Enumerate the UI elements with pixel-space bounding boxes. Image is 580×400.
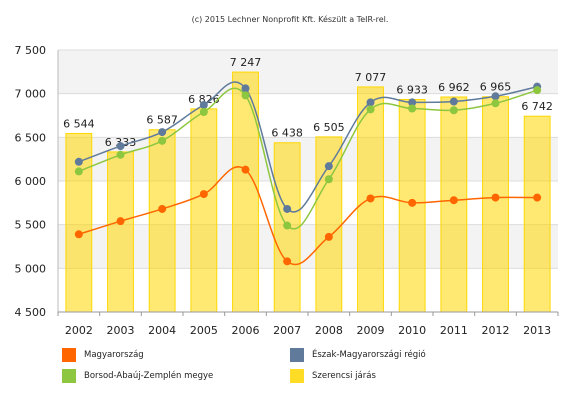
point-eszak-magyarorszagi-regio[interactable] [74,157,83,166]
y-tick-label: 5 000 [15,262,47,275]
point-borsod-abauj-zemplen[interactable] [158,136,167,145]
bar-value-label: 7 077 [355,71,387,84]
x-tick-label: 2006 [232,324,260,337]
x-tick-label: 2009 [357,324,385,337]
bar[interactable] [148,129,176,313]
point-borsod-abauj-zemplen[interactable] [408,104,417,113]
bar-value-label: 6 438 [271,127,303,140]
point-borsod-abauj-zemplen[interactable] [533,86,542,95]
point-borsod-abauj-zemplen[interactable] [449,106,458,115]
point-eszak-magyarorszagi-regio[interactable] [324,162,333,171]
legend-label: Szerencsi járás [312,371,376,381]
y-tick-label: 5 500 [15,219,47,232]
point-eszak-magyarorszagi-regio[interactable] [116,142,125,151]
point-magyarorszag[interactable] [74,230,83,239]
point-borsod-abauj-zemplen[interactable] [366,105,375,114]
point-magyarorszag[interactable] [366,194,375,203]
legend-item-eszak-magyarorszagi-regio[interactable]: Észak-Magyarországi régió [290,348,426,362]
point-eszak-magyarorszagi-regio[interactable] [366,98,375,107]
x-tick-label: 2011 [440,324,468,337]
point-magyarorszag[interactable] [241,165,250,174]
x-tick-label: 2008 [315,324,343,337]
point-eszak-magyarorszagi-regio[interactable] [199,101,208,110]
x-tick-label: 2002 [65,324,93,337]
y-tick-label: 6 000 [15,175,47,188]
chart-title: (c) 2015 Lechner Nonprofit Kft. Készült … [192,14,389,24]
x-tick-label: 2003 [107,324,135,337]
y-tick-label: 7 000 [15,88,47,101]
point-eszak-magyarorszagi-regio[interactable] [408,98,417,107]
point-borsod-abauj-zemplen[interactable] [324,175,333,184]
point-magyarorszag[interactable] [408,198,417,207]
legend-swatch [290,348,304,362]
bar[interactable] [107,151,134,313]
bar-value-label: 6 933 [396,84,428,97]
bar-value-label: 6 965 [480,81,512,94]
x-tick-labels: 2002 2003 2004 2005 2006 2007 2008 2009 2010 2011… [65,324,551,337]
legend-label: Észak-Magyarországi régió [312,350,426,360]
point-eszak-magyarorszagi-regio[interactable] [283,204,292,213]
x-tick-label: 2004 [148,324,176,337]
y-tick-label: 7 500 [15,44,47,57]
point-magyarorszag[interactable] [533,193,542,202]
y-tick-labels: 4 500 5 000 5 500 6 000 6 500 7 000 7 500 [15,44,47,319]
bar[interactable] [440,96,468,313]
y-tick-label: 6 500 [15,131,47,144]
point-magyarorszag[interactable] [449,196,458,205]
plot-band [58,50,558,94]
plot-band [58,137,558,181]
y-tick-label: 4 500 [15,306,47,319]
plot-band [58,224,558,269]
legend-swatch [290,369,304,383]
legend-item-szerencsi-jaras[interactable]: Szerencsi járás [290,369,376,383]
bar-value-label: 6 742 [521,100,553,113]
point-eszak-magyarorszagi-regio[interactable] [491,92,500,101]
point-eszak-magyarorszagi-regio[interactable] [158,128,167,137]
bars [65,71,551,313]
legend: Magyarország Észak-Magyarországi régió B… [62,345,562,395]
point-borsod-abauj-zemplen[interactable] [241,91,250,100]
plot-bands [58,50,558,269]
bar[interactable] [523,115,551,313]
legend-swatch [62,369,76,383]
point-borsod-abauj-zemplen[interactable] [116,150,125,159]
bar-value-label: 6 962 [438,81,470,94]
bar-value-label: 6 505 [313,121,345,134]
x-tick-label: 2012 [482,324,510,337]
point-magyarorszag[interactable] [199,190,208,199]
bar-value-label: 6 826 [188,93,220,106]
legend-swatch [62,348,76,362]
bar-value-label: 7 247 [230,56,262,69]
point-eszak-magyarorszagi-regio[interactable] [241,84,250,93]
x-tick-label: 2007 [273,324,301,337]
point-borsod-abauj-zemplen[interactable] [74,167,83,176]
bar-value-label: 6 587 [146,114,178,127]
point-magyarorszag[interactable] [158,204,167,213]
point-magyarorszag[interactable] [324,232,333,241]
point-borsod-abauj-zemplen[interactable] [491,99,500,108]
point-magyarorszag[interactable] [116,217,125,226]
bar[interactable] [190,108,218,313]
point-borsod-abauj-zemplen[interactable] [283,221,292,230]
legend-label: Borsod-Abaúj-Zemplén megye [84,371,214,381]
x-tick-label: 2010 [398,324,426,337]
bar-value-label: 6 544 [63,117,95,130]
legend-item-borsod-abauj-zemplen[interactable]: Borsod-Abaúj-Zemplén megye [62,369,213,383]
legend-label: Magyarország [84,350,144,360]
axes [57,50,559,316]
point-magyarorszag[interactable] [491,193,500,202]
legend-item-magyarorszag[interactable]: Magyarország [62,348,144,362]
bar[interactable] [482,96,509,313]
point-magyarorszag[interactable] [283,257,292,266]
x-tick-label: 2013 [523,324,551,337]
x-tick-label: 2005 [190,324,218,337]
point-borsod-abauj-zemplen[interactable] [199,108,208,117]
series-points [74,82,542,266]
point-eszak-magyarorszagi-regio[interactable] [449,97,458,106]
